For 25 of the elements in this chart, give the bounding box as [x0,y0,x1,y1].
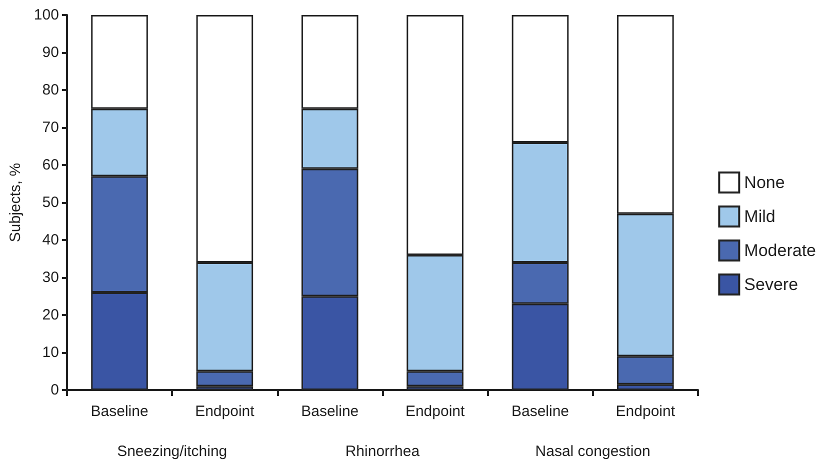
text: Sneezing/itching [117,443,228,460]
y-tick-label: 10 [42,344,59,361]
x-tick-label: Endpoint [616,403,676,420]
y-tick-label: 100 [34,6,59,24]
text: Nasal congestion [535,443,650,460]
y-tick-label: 30 [42,269,59,286]
y-tick-label: 90 [42,44,59,61]
legend-label: Moderate [744,241,816,260]
legend-label: Severe [744,275,798,294]
y-axis-title: Subjects, % [7,162,24,242]
y-tick-label: 70 [42,119,59,136]
legend-label: Mild [744,207,776,226]
x-tick-label: Endpoint [195,403,256,420]
x-tick-label: Baseline [301,403,359,420]
y-tick-label: 80 [42,82,59,98]
y-tick-label: 60 [42,156,59,174]
legend-label: None [744,173,785,192]
text: Rhinorrhea [345,443,420,460]
x-tick-label: Baseline [511,403,570,420]
y-tick-label: 40 [42,232,59,248]
x-tick-label: Baseline [90,403,148,420]
y-tick-label: 0 [50,382,59,398]
y-tick-label: 20 [42,306,59,324]
y-tick-label: 50 [42,194,59,211]
x-tick-label: Endpoint [405,403,466,420]
